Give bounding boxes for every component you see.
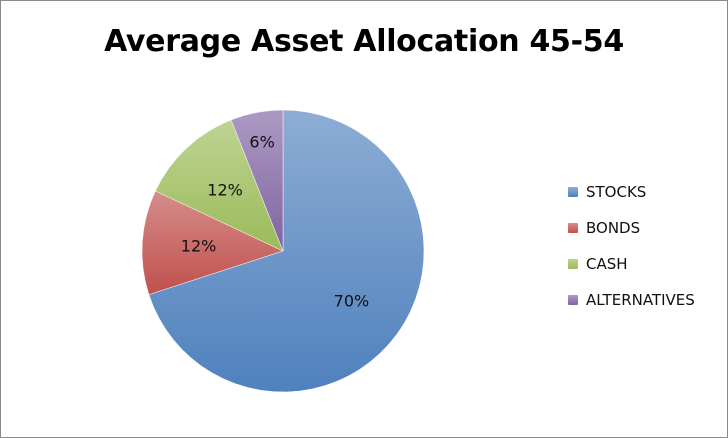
legend-item-cash: CASH (568, 255, 695, 273)
data-label-cash: 12% (207, 180, 243, 199)
legend-item-stocks: STOCKS (568, 183, 695, 201)
pie-slice-stocks (148, 109, 425, 393)
legend-label-alternatives: ALTERNATIVES (586, 291, 695, 309)
pie-slice-cash (155, 119, 284, 252)
pie-slice-alternatives (230, 109, 284, 252)
data-label-stocks: 70% (334, 292, 370, 311)
data-label-alternatives: 6% (249, 133, 274, 152)
pie-slices (141, 109, 425, 393)
legend-swatch-bonds (568, 223, 578, 233)
legend-swatch-stocks (568, 187, 578, 197)
legend-label-cash: CASH (586, 255, 628, 273)
data-label-bonds: 12% (181, 237, 217, 256)
legend-label-bonds: BONDS (586, 219, 641, 237)
chart-legend: STOCKS BONDS CASH ALTERNATIVES (568, 183, 695, 327)
chart-title: Average Asset Allocation 45-54 (104, 24, 624, 59)
pie-slice-bonds (141, 190, 284, 295)
legend-label-stocks: STOCKS (586, 183, 647, 201)
legend-swatch-cash (568, 259, 578, 269)
pie-slice-labels: 70% 12% 12% 6% (181, 133, 369, 311)
legend-item-alternatives: ALTERNATIVES (568, 291, 695, 309)
legend-item-bonds: BONDS (568, 219, 695, 237)
legend-swatch-alternatives (568, 295, 578, 305)
